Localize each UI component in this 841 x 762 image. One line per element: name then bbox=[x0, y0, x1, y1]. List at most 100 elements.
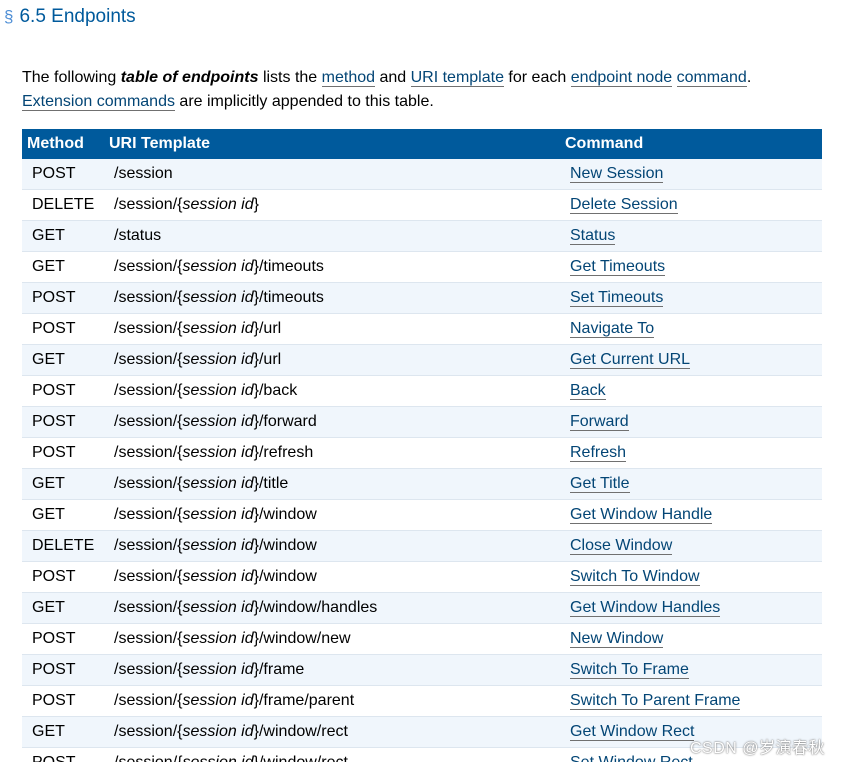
uri-template-cell: /status bbox=[104, 220, 560, 252]
table-row: GET/session/{session id}/title Get Title bbox=[22, 468, 822, 500]
uri-suffix: }/timeouts bbox=[253, 289, 324, 306]
uri-variable: session id bbox=[182, 413, 254, 430]
uri-template-cell: /session/{session id}/url bbox=[104, 313, 560, 345]
uri-prefix: /session/{ bbox=[114, 723, 183, 740]
command-link[interactable]: Switch To Window bbox=[570, 568, 700, 586]
table-row: GET/session/{session id}/url Get Current … bbox=[22, 344, 822, 376]
uri-prefix: /session/{ bbox=[114, 661, 183, 678]
method-cell: DELETE bbox=[22, 530, 104, 562]
method-cell: POST bbox=[22, 159, 104, 190]
command-link[interactable]: Get Current URL bbox=[570, 351, 691, 369]
command-link[interactable]: Switch To Frame bbox=[570, 661, 689, 679]
table-row: POST/session/{session id}/window Switch T… bbox=[22, 561, 822, 593]
command-link[interactable]: Navigate To bbox=[570, 320, 655, 338]
uri-prefix: /session/{ bbox=[114, 444, 183, 461]
intro-text: and bbox=[375, 69, 411, 86]
table-row: POST/session/{session id}/refresh Refresh bbox=[22, 437, 822, 469]
command-cell: Forward bbox=[560, 406, 822, 438]
command-link[interactable]: Delete Session bbox=[570, 196, 678, 214]
uri-variable: session id bbox=[182, 599, 254, 616]
table-row: GET/session/{session id}/window/handles G… bbox=[22, 592, 822, 624]
command-link[interactable]: Get Window Rect bbox=[570, 723, 695, 741]
header-method: Method bbox=[22, 129, 104, 159]
uri-suffix: }/window/new bbox=[253, 630, 351, 647]
uri-variable: session id bbox=[182, 351, 254, 368]
uri-suffix: }/timeouts bbox=[253, 258, 324, 275]
table-row: POST/session/{session id}/window/rect Set… bbox=[22, 747, 822, 762]
command-link[interactable]: Set Window Rect bbox=[570, 754, 693, 762]
command-cell: Switch To Parent Frame bbox=[560, 685, 822, 717]
command-link[interactable]: New Window bbox=[570, 630, 664, 648]
command-link[interactable]: Back bbox=[570, 382, 606, 400]
command-link[interactable]: Set Timeouts bbox=[570, 289, 664, 307]
command-link[interactable]: command bbox=[676, 69, 747, 87]
method-cell: DELETE bbox=[22, 189, 104, 221]
command-link[interactable]: Get Window Handles bbox=[570, 599, 721, 617]
uri-template-link[interactable]: URI template bbox=[410, 69, 504, 87]
command-link[interactable]: Forward bbox=[570, 413, 629, 431]
method-cell: GET bbox=[22, 251, 104, 283]
command-link[interactable]: Close Window bbox=[570, 537, 673, 555]
uri-variable: session id bbox=[182, 630, 254, 647]
uri-template-cell: /session/{session id}/frame/parent bbox=[104, 685, 560, 717]
command-link[interactable]: Get Title bbox=[570, 475, 630, 493]
command-link[interactable]: New Session bbox=[570, 165, 664, 183]
command-cell: Get Window Handles bbox=[560, 592, 822, 624]
uri-prefix: /session/{ bbox=[114, 289, 183, 306]
uri-prefix: /session/{ bbox=[114, 382, 183, 399]
table-row: GET/session/{session id}/window/rect Get … bbox=[22, 716, 822, 748]
uri-variable: session id bbox=[182, 723, 254, 740]
header-uri-template: URI Template bbox=[104, 129, 560, 159]
extension-commands-link[interactable]: Extension commands bbox=[22, 93, 175, 111]
table-row: POST/session/{session id}/timeouts Set Ti… bbox=[22, 282, 822, 314]
method-cell: GET bbox=[22, 468, 104, 500]
uri-template-cell: /session/{session id}/window/new bbox=[104, 623, 560, 655]
uri-variable: session id bbox=[182, 196, 254, 213]
uri-suffix: }/frame bbox=[253, 661, 305, 678]
uri-variable: session id bbox=[182, 258, 254, 275]
section-title: 6.5 Endpoints bbox=[19, 6, 136, 27]
command-cell: Delete Session bbox=[560, 189, 822, 221]
intro-text: for each bbox=[503, 69, 571, 86]
uri-suffix: }/window bbox=[253, 537, 317, 554]
uri-prefix: /session/{ bbox=[114, 413, 183, 430]
uri-template-cell: /session/{session id}/frame bbox=[104, 654, 560, 686]
table-row: GET/session/{session id}/window Get Windo… bbox=[22, 499, 822, 531]
command-cell: Get Title bbox=[560, 468, 822, 500]
intro-text: lists the bbox=[258, 69, 322, 86]
table-header-row: Method URI Template Command bbox=[22, 129, 822, 159]
uri-suffix: }/window/rect bbox=[254, 754, 348, 762]
uri-suffix: }/url bbox=[253, 320, 282, 337]
command-cell: Get Window Rect bbox=[560, 716, 822, 748]
uri-prefix: /session/{ bbox=[114, 754, 182, 762]
command-cell: Get Current URL bbox=[560, 344, 822, 376]
table-row: POST/session/{session id}/back Back bbox=[22, 375, 822, 407]
method-cell: POST bbox=[22, 375, 104, 407]
uri-template-cell: /session/{session id}/window bbox=[104, 530, 560, 562]
section-anchor-link[interactable]: § bbox=[4, 7, 14, 26]
uri-suffix: }/url bbox=[253, 351, 282, 368]
method-link[interactable]: method bbox=[321, 69, 376, 87]
command-link[interactable]: Switch To Parent Frame bbox=[570, 692, 741, 710]
command-cell: Back bbox=[560, 375, 822, 407]
uri-variable: session id bbox=[182, 537, 254, 554]
method-cell: GET bbox=[22, 592, 104, 624]
method-cell: POST bbox=[22, 561, 104, 593]
command-link[interactable]: Refresh bbox=[570, 444, 627, 462]
method-cell: GET bbox=[22, 344, 104, 376]
uri-prefix: /status bbox=[114, 227, 162, 244]
uri-variable: session id bbox=[182, 444, 254, 461]
method-cell: POST bbox=[22, 313, 104, 345]
uri-suffix: }/window/rect bbox=[253, 723, 348, 740]
endpoint-node-link[interactable]: endpoint node bbox=[570, 69, 673, 87]
command-link[interactable]: Status bbox=[570, 227, 616, 245]
intro-text: . bbox=[746, 69, 752, 86]
table-row: POST/session/{session id}/url Navigate To bbox=[22, 313, 822, 345]
uri-prefix: /session/{ bbox=[114, 537, 183, 554]
uri-template-cell: /session/{session id}/forward bbox=[104, 406, 560, 438]
command-link[interactable]: Get Timeouts bbox=[570, 258, 666, 276]
command-cell: Navigate To bbox=[560, 313, 822, 345]
uri-template-cell: /session/{session id}/window bbox=[104, 499, 560, 531]
command-link[interactable]: Get Window Handle bbox=[570, 506, 713, 524]
